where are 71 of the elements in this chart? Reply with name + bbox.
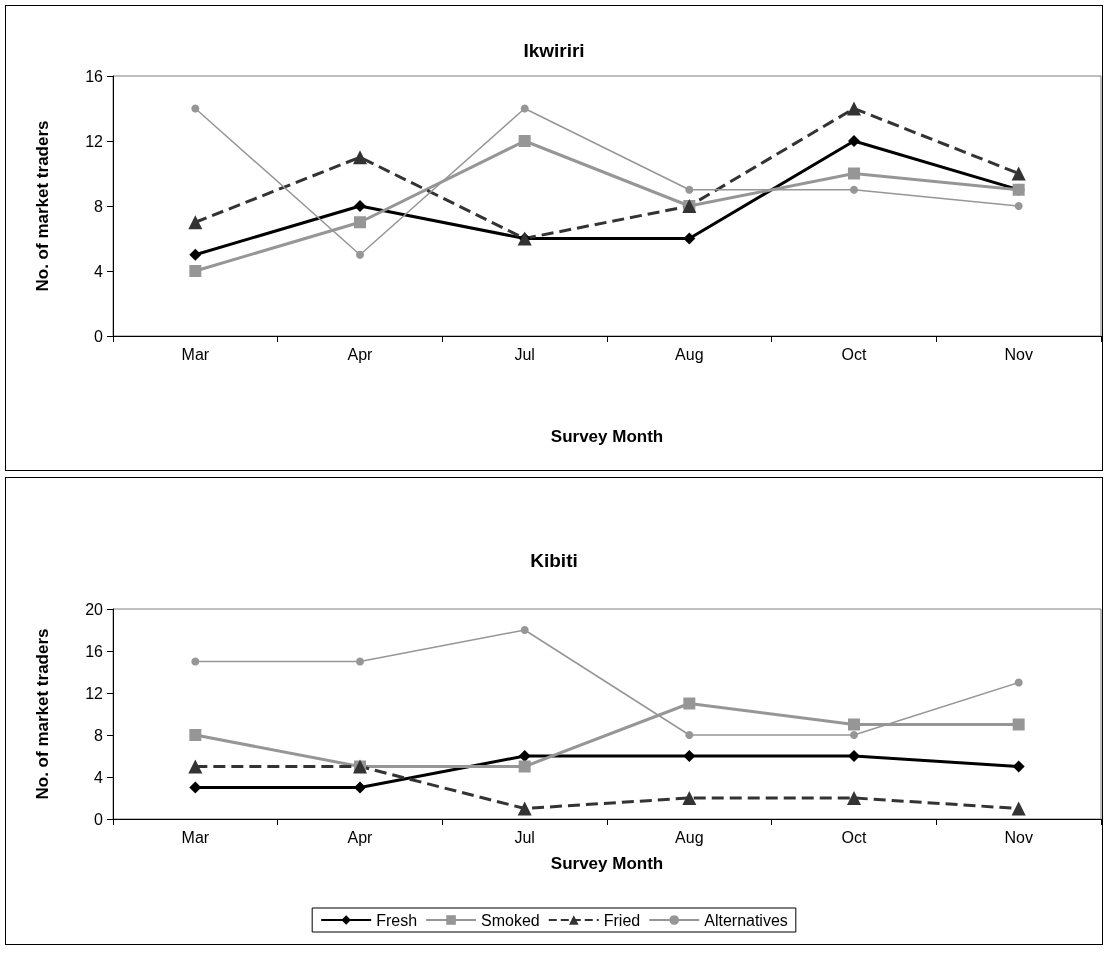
x-axis-title: Survey Month [550,854,664,873]
point [354,200,366,212]
point [518,135,531,147]
point [850,731,858,739]
y-tick-label: 12 [85,132,104,150]
point [189,265,202,277]
point [683,750,696,762]
y-axis-title: No. of market traders [33,628,52,800]
y-tick-label: 16 [85,642,104,660]
point [847,101,861,116]
point [848,718,860,731]
legend-label: Smoked [481,911,540,929]
x-tick-label: Oct [841,828,867,846]
y-tick-label: 4 [94,768,104,786]
point [353,150,367,165]
point [354,216,366,229]
point [1014,678,1023,687]
y-tick-label: 8 [94,197,104,215]
point [356,657,364,666]
point [191,104,200,113]
x-tick-label: Nov [1004,828,1033,846]
x-tick-label: Mar [181,345,210,363]
y-tick-label: 20 [85,600,104,618]
chart-title: Kibiti [530,550,578,571]
point [517,801,532,816]
point [189,248,202,261]
point [1011,166,1026,181]
point [518,750,531,762]
y-tick-label: 0 [94,810,104,828]
point [848,135,860,147]
x-axis-title: Survey Month [550,427,664,446]
x-tick-label: Aug [675,828,704,846]
legend-label: Alternatives [704,911,788,929]
point [518,760,531,773]
x-tick-label: Jul [514,828,535,846]
point [682,791,697,805]
y-tick-label: 0 [94,327,104,345]
point [1012,718,1025,731]
point [520,626,529,634]
x-tick-label: Jul [514,345,535,363]
point [354,781,366,794]
legend-label: Fried [603,911,641,929]
chart-title: Ikwiriri [523,40,585,61]
x-tick-label: Apr [347,828,374,846]
x-tick-label: Aug [675,345,704,363]
point [1012,760,1025,773]
point [848,750,860,762]
point [685,185,694,194]
legend-label: Fresh [376,911,418,929]
y-tick-label: 16 [85,67,104,85]
point [847,791,861,805]
y-axis-title: No. of market traders [33,120,52,292]
point [188,759,203,774]
x-tick-label: Apr [347,345,374,363]
y-tick-label: 12 [85,684,104,702]
point [191,657,200,666]
x-tick-label: Nov [1004,345,1033,363]
point [848,167,860,180]
x-tick-label: Mar [181,828,210,846]
point [188,215,203,230]
y-tick-label: 4 [94,262,104,280]
point [1011,801,1026,816]
point [850,185,858,194]
point [356,250,364,259]
x-tick-label: Oct [841,345,867,363]
point [1014,202,1023,210]
point [685,731,694,739]
point [520,104,529,113]
point [189,729,202,741]
point [683,697,696,710]
y-tick-label: 8 [94,726,104,744]
